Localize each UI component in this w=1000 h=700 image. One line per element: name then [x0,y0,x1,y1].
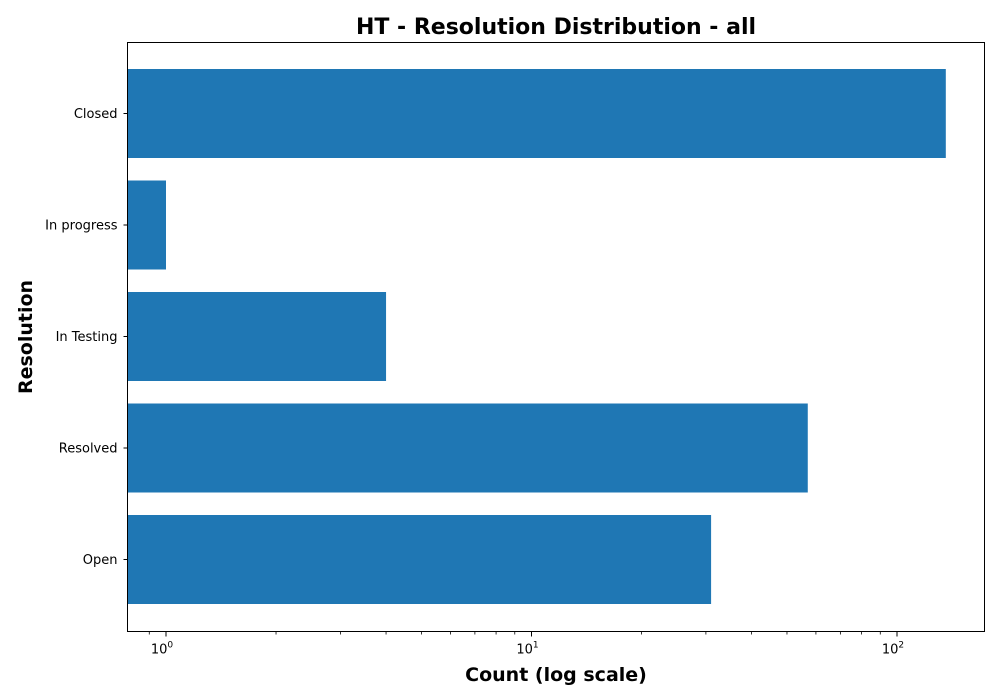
y-tick-label: In progress [45,219,118,234]
y-tick-label: In Testing [56,330,118,345]
bar-in-testing [127,292,387,381]
chart-title: HT - Resolution Distribution - all [356,15,756,40]
bars-layer [127,69,946,604]
bar-closed [127,69,946,158]
y-axis-label: Resolution [15,280,37,394]
bar-resolved [127,403,808,493]
bar-open [127,515,712,604]
y-tick-label: Resolved [59,442,118,457]
x-tick-label: 101 [516,641,538,658]
x-tick-label: 100 [151,641,174,658]
x-axis-label: Count (log scale) [465,664,647,686]
y-tick-label: Closed [74,107,118,122]
x-axis: 100 101 102 [148,631,904,658]
y-axis: Closed In progress In Testing Resolved Open [45,107,128,568]
y-tick-label: Open [83,553,118,568]
x-tick-label: 102 [882,641,904,658]
bar-in-progress [127,180,166,270]
